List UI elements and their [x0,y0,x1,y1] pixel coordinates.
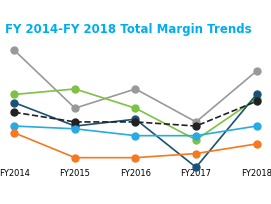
Text: FY 2014-FY 2018 Total Margin Trends: FY 2014-FY 2018 Total Margin Trends [5,23,252,35]
